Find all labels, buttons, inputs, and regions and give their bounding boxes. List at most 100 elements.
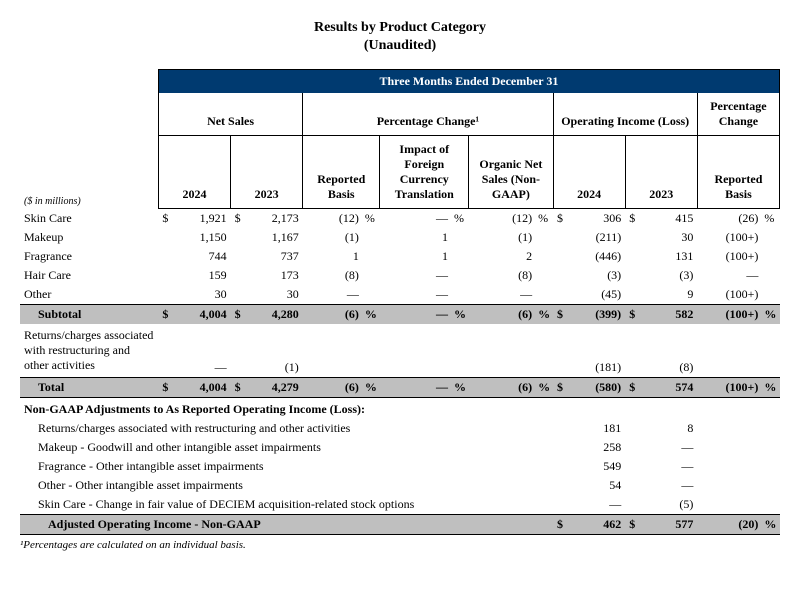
cell: (8) [303, 266, 363, 285]
subtotal-row: Subtotal $4,004 $4,280 (6)% —% (6)% $(39… [20, 305, 780, 325]
table-row: Skin Care - Change in fair value of DECI… [20, 495, 780, 515]
results-table: Three Months Ended December 31 Net Sales… [20, 69, 780, 535]
cell: (181) [565, 324, 625, 378]
table-row: Skin Care $1,921 $2,173 (12)% —% (12)% $… [20, 209, 780, 229]
row-label: Returns/charges associated with restruct… [20, 419, 553, 438]
cell: (6) [469, 378, 536, 398]
cell: 577 [637, 515, 697, 535]
dollar-sign: $ [553, 305, 565, 325]
cell: 582 [637, 305, 697, 325]
pct-sign: % [363, 305, 380, 325]
cell: — [697, 266, 762, 285]
cell: — [469, 285, 536, 305]
cell: 9 [637, 285, 697, 305]
hdr-net-sales: Net Sales [158, 93, 302, 136]
col-2024-ns: 2024 [158, 136, 230, 209]
cell: 181 [565, 419, 625, 438]
footnote: ¹Percentages are calculated on an indivi… [20, 539, 780, 551]
dollar-sign: $ [625, 515, 637, 535]
cell: — [637, 457, 697, 476]
table-row: Makeup - Goodwill and other intangible a… [20, 438, 780, 457]
cell: 30 [170, 285, 230, 305]
table-row: Makeup 1,150 1,167 (1) 1 (1) (211) 30 (1… [20, 228, 780, 247]
banner-header: Three Months Ended December 31 [158, 70, 779, 94]
cell: 744 [170, 247, 230, 266]
cell: (45) [565, 285, 625, 305]
cell: 1 [380, 228, 452, 247]
cell: (20) [697, 515, 762, 535]
cell: 737 [243, 247, 303, 266]
cell: 4,279 [243, 378, 303, 398]
pct-sign: % [452, 305, 469, 325]
cell: 30 [243, 285, 303, 305]
cell: 173 [243, 266, 303, 285]
hdr-op-income: Operating Income (Loss) [553, 93, 697, 136]
cell: 1 [303, 247, 363, 266]
dollar-sign: $ [625, 305, 637, 325]
table-row: Fragrance - Other intangible asset impai… [20, 457, 780, 476]
dollar-sign: $ [231, 209, 243, 229]
cell: (1) [469, 228, 536, 247]
col-2024-oi: 2024 [553, 136, 625, 209]
cell: 1,150 [170, 228, 230, 247]
cell: — [170, 324, 230, 378]
cell: 4,004 [170, 305, 230, 325]
cell: (446) [565, 247, 625, 266]
row-label: Makeup [20, 228, 158, 247]
row-label: Subtotal [20, 305, 158, 325]
cell: (399) [565, 305, 625, 325]
cell: 2,173 [243, 209, 303, 229]
cell: 4,004 [170, 378, 230, 398]
table-row: Returns/charges associated with restruct… [20, 324, 780, 378]
pct-sign: % [762, 209, 779, 229]
hdr-pct-change2: Percentage Change [697, 93, 779, 136]
row-label: Makeup - Goodwill and other intangible a… [20, 438, 553, 457]
section-header: Non-GAAP Adjustments to As Reported Oper… [20, 398, 780, 420]
cell: — [565, 495, 625, 515]
row-label: Returns/charges associated with restruct… [20, 324, 158, 378]
dollar-sign: $ [158, 209, 170, 229]
pct-sign: % [536, 305, 553, 325]
row-label: Adjusted Operating Income - Non-GAAP [20, 515, 553, 535]
cell: — [637, 476, 697, 495]
cell: (1) [303, 228, 363, 247]
col-reported: Reported Basis [303, 136, 380, 209]
pct-sign: % [452, 378, 469, 398]
pct-sign: % [762, 378, 779, 398]
cell: — [303, 285, 363, 305]
cell: (3) [637, 266, 697, 285]
col-2023-oi: 2023 [625, 136, 697, 209]
pct-sign: % [363, 209, 380, 229]
total-row: Total $4,004 $4,279 (6)% —% (6)% $(580) … [20, 378, 780, 398]
cell: (8) [469, 266, 536, 285]
dollar-sign: $ [553, 209, 565, 229]
cell: 1,921 [170, 209, 230, 229]
cell: 54 [565, 476, 625, 495]
cell: 549 [565, 457, 625, 476]
cell: (3) [565, 266, 625, 285]
pct-sign: % [536, 378, 553, 398]
row-label: Other - Other intangible asset impairmen… [20, 476, 553, 495]
cell: (6) [469, 305, 536, 325]
cell: 8 [637, 419, 697, 438]
pct-sign: % [762, 515, 779, 535]
col-2023-ns: 2023 [231, 136, 303, 209]
cell: 258 [565, 438, 625, 457]
cell: — [380, 305, 452, 325]
pct-sign: % [536, 209, 553, 229]
cell: (12) [469, 209, 536, 229]
cell: 30 [637, 228, 697, 247]
cell: 415 [637, 209, 697, 229]
row-label: Fragrance - Other intangible asset impai… [20, 457, 553, 476]
pct-sign: % [363, 378, 380, 398]
cell: (6) [303, 305, 363, 325]
cell: (100+) [697, 378, 762, 398]
col-reported2: Reported Basis [697, 136, 779, 209]
cell: 306 [565, 209, 625, 229]
dollar-sign: $ [625, 378, 637, 398]
page-subtitle: (Unaudited) [20, 38, 780, 54]
dollar-sign: $ [231, 305, 243, 325]
section-header-row: Non-GAAP Adjustments to As Reported Oper… [20, 398, 780, 420]
dollar-sign: $ [158, 378, 170, 398]
row-label: Total [20, 378, 158, 398]
